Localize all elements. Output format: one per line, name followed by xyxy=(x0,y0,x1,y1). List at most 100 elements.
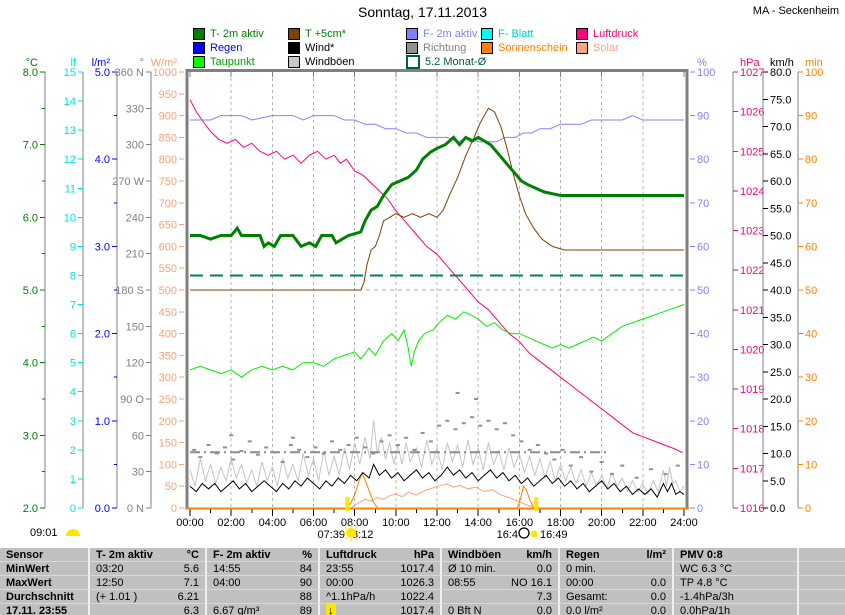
richtung-mark xyxy=(192,448,197,451)
x-axis-label: 04:00 xyxy=(259,517,287,529)
tick-label: 10 xyxy=(805,459,817,471)
tick-label: 10.0 xyxy=(770,449,791,461)
tick-label: 4.0 xyxy=(95,154,110,166)
table-header-cell: Sensor xyxy=(0,547,88,561)
legend-item: Richtung xyxy=(406,41,481,55)
axis-header-windspd: km/h xyxy=(770,57,794,69)
table-value-cell: 0.0 l/m² 0.0 xyxy=(558,603,672,615)
legend-label: Solar xyxy=(593,42,619,54)
richtung-mark xyxy=(544,452,549,455)
x-axis-label: 10:00 xyxy=(382,517,410,529)
tick-label: 7 xyxy=(70,300,76,312)
tick-label: 70 xyxy=(805,198,817,210)
tick-label: 4 xyxy=(70,387,76,399)
richtung-mark xyxy=(502,422,507,425)
tick-label: 50 xyxy=(165,481,177,493)
legend-item: Solar xyxy=(576,41,666,55)
table-header-cell: Luftdruck hPa xyxy=(318,547,440,561)
richtung-mark xyxy=(387,434,392,437)
series-wind xyxy=(189,463,685,499)
tick-label: 300 xyxy=(159,372,177,384)
table-value-cell: 0 min. xyxy=(558,561,672,575)
legend-swatch xyxy=(406,28,418,40)
tick-label: 1023 xyxy=(740,226,764,238)
table-value-cell: 7.3 xyxy=(440,589,558,603)
tick-label: 60 xyxy=(805,241,817,253)
richtung-mark xyxy=(412,448,417,451)
table-value-cell: 0.0hPa/1h xyxy=(672,603,797,615)
tick-label: 450 xyxy=(159,307,177,319)
tick-label: 20.0 xyxy=(770,394,791,406)
x-axis-label: 00:00 xyxy=(176,517,204,529)
table-value-cell: 00:00 1026.3 xyxy=(318,575,440,589)
tick-label: 6 xyxy=(70,329,76,341)
table-cell xyxy=(797,589,845,603)
axis-header-solar: W/m² xyxy=(151,57,178,69)
tick-label: 600 xyxy=(159,241,177,253)
richtung-mark xyxy=(206,444,211,447)
legend-item: F- Blatt xyxy=(481,27,576,41)
richtung-mark xyxy=(231,458,236,461)
tick-label: 90 xyxy=(805,111,817,123)
legend-item: Windböen xyxy=(288,55,406,69)
richtung-mark xyxy=(445,419,450,422)
tick-label: 80 xyxy=(697,154,709,166)
sunset-label: 16:49 xyxy=(540,529,568,541)
richtung-mark xyxy=(288,444,293,447)
sunset-icon xyxy=(530,530,538,538)
tick-label: 45.0 xyxy=(770,258,791,270)
tick-label: 240 xyxy=(126,212,144,224)
richtung-mark xyxy=(589,470,594,473)
page-title: Sonntag, 17.11.2013 xyxy=(358,4,487,20)
tick-label: 7.0 xyxy=(23,140,38,152)
x-axis-label: 12:00 xyxy=(423,517,451,529)
tick-label: 75.0 xyxy=(770,94,791,106)
table-header-cell: PMV 0:8 xyxy=(672,547,797,561)
richtung-mark xyxy=(552,458,557,461)
axis-header-dir: ° xyxy=(140,57,144,69)
tick-label: 270 W xyxy=(112,176,144,188)
current-time-label: 09:01 xyxy=(30,527,58,539)
tick-label: 1024 xyxy=(740,186,764,198)
tick-label: 5.0 xyxy=(23,285,38,297)
tick-label: 1016 xyxy=(740,503,764,515)
richtung-mark xyxy=(453,428,458,431)
richtung-mark xyxy=(461,422,466,425)
legend-swatch xyxy=(193,28,205,40)
table-value-cell: WC 6.3 °C xyxy=(672,561,797,575)
tick-label: 20 xyxy=(805,416,817,428)
tick-label: 250 xyxy=(159,394,177,406)
tick-label: 65.0 xyxy=(770,149,791,161)
table-value-cell: 0 Bft N 0.0 xyxy=(440,603,558,615)
table-header-cell: Regen l/m² xyxy=(558,547,672,561)
richtung-mark xyxy=(264,446,269,449)
richtung-mark xyxy=(437,424,442,427)
tick-label: 0 xyxy=(697,503,703,515)
table-value-cell: 04:00 90 xyxy=(205,575,318,589)
table-row-label: MinWert xyxy=(0,561,88,575)
legend-swatch xyxy=(193,42,205,54)
tick-label: 1021 xyxy=(740,305,764,317)
tick-label: 60 xyxy=(697,241,709,253)
axis-header-leaf: lf xyxy=(71,57,77,69)
richtung-mark xyxy=(609,473,614,476)
tick-label: 3.0 xyxy=(95,241,110,253)
tick-label: 150 xyxy=(126,321,144,333)
moonrise-label: 16:4 xyxy=(497,529,518,541)
tick-label: 0 N xyxy=(127,503,144,515)
table-value-cell: 6.3 xyxy=(88,603,205,615)
table-header-cell xyxy=(797,547,845,561)
tick-label: 90 xyxy=(697,111,709,123)
legend-swatch xyxy=(288,28,300,40)
tick-label: 5 xyxy=(70,358,76,370)
table-value-cell: 6.67 g/m³ 89 xyxy=(205,603,318,615)
series-taupunkt xyxy=(189,304,685,378)
tick-label: 14 xyxy=(64,96,76,108)
richtung-mark xyxy=(214,452,219,455)
richtung-mark xyxy=(280,460,285,463)
x-axis-label: 14:00 xyxy=(464,517,492,529)
tick-label: 550 xyxy=(159,263,177,275)
tick-label: 5.0 xyxy=(95,67,110,79)
tick-label: 2 xyxy=(70,445,76,457)
